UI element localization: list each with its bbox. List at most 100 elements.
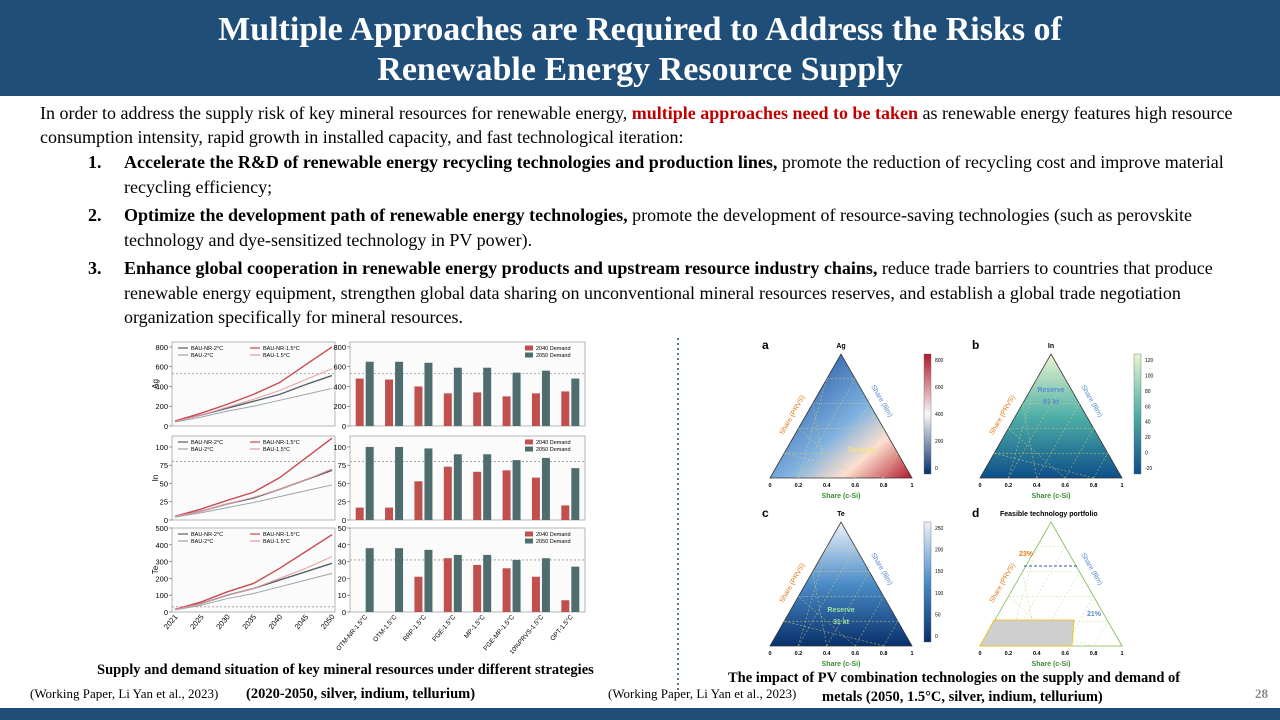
bar [424,549,433,612]
axis-tick-label: 0.2 [795,483,803,489]
panel-frame [171,435,336,521]
axis-label: Te [151,565,160,574]
y-tick-label: 25 [338,498,346,507]
bar [502,470,511,520]
item-text: promote the reduction of recycling cost … [124,152,1224,197]
y-tick-label: 600 [333,363,346,372]
axis-tick-label: 0.6 [1061,651,1069,657]
ternary-grid [812,571,828,647]
line-series [174,387,333,423]
panel-letter: b [972,338,979,352]
bar [512,460,521,520]
citation: (Working Paper, Li Yan et al., 2023) [608,686,797,701]
colorbar-tick-label: 200 [935,548,944,554]
axis-tick-label: 1 [1120,483,1123,489]
panel-title: Ag [836,343,845,350]
bar [414,576,423,612]
bar [561,391,570,426]
ternary-grid [854,428,884,479]
y-tick-label: 800 [155,343,168,352]
y-tick-label: 400 [155,541,168,550]
x-tick-label: 2030 [214,613,232,632]
legend-label: BAU-1.5°C [263,353,290,359]
bar [571,566,580,612]
bar [561,505,570,520]
y-tick-label: 800 [333,343,346,352]
bar [453,454,462,520]
axis-tick-label: 0.4 [1033,483,1042,489]
title: Renewable Energy Resource Supply [377,51,903,88]
axis-tick-label: 0.2 [795,651,803,657]
axis-tick-label: 0.4 [823,651,832,657]
axis-label: Share (c-Si) [822,493,861,500]
axis-tick-label: 0.2 [1005,483,1013,489]
colorbar-tick-label: 0 [935,466,938,472]
bar [365,446,374,520]
x-tick-label: 2040 [267,613,285,632]
axis-tick-label: 0.8 [1090,483,1098,489]
y-tick-label: 10 [338,591,346,600]
bar [473,564,482,612]
colorbar-tick-label: 40 [1145,420,1151,426]
colorbar-tick-label: 100 [935,591,944,597]
y-tick-label: 600 [155,363,168,372]
ternary-plot [769,521,913,647]
annotation: Reserve [848,447,875,454]
text: In order to address the supply risk of k… [40,103,632,123]
ternary-grid [784,620,884,647]
y-tick-label: 20 [338,574,346,583]
colorbar-tick-label: 200 [935,439,944,445]
ternary-grid [883,453,899,479]
axis-label: Share (c-Si) [1032,493,1071,500]
y-tick-label: 100 [155,443,168,452]
legend-label: BAU-1.5°C [263,539,290,545]
axis-tick-label: 0.8 [880,483,888,489]
bar [453,367,462,426]
bar [424,448,433,520]
y-tick-label: 50 [338,479,346,488]
bar [385,379,394,426]
item-number: 2. [88,205,102,225]
y-tick-label: 75 [338,461,346,470]
legend-label: BAU-2°C [191,353,213,359]
caption: The impact of PV combination technologie… [728,670,1181,686]
x-tick-label: OTM-1.5°C [371,613,398,644]
bar [355,378,364,426]
bar [395,446,404,520]
ternary-grid [798,428,856,479]
x-tick-label: OTM-NR-1.5°C [334,613,369,652]
list: 1. Accelerate the R&D of renewable energy… [88,150,1258,334]
ternary-grid [883,621,899,647]
legend-label: BAU-NR-1.5°C [263,346,300,352]
ternary-grid [1008,428,1066,479]
y-tick-label: 50 [338,524,346,533]
intro: In order to address the supply risk of k… [40,101,1255,149]
bar [541,370,550,426]
colorbar-tick-label: -20 [1145,466,1152,472]
caption: Supply and demand situation of key miner… [97,662,594,678]
y-tick-label: 0 [164,422,168,431]
axis-tick-label: 0.6 [851,483,859,489]
list-item: 1. Accelerate the R&D of renewable energy… [88,150,1258,199]
axis-tick-label: 0.4 [823,483,832,489]
bar [531,393,540,426]
ternary-grid [1064,428,1094,479]
y-tick-label: 300 [155,558,168,567]
axis-tick-label: 0.6 [851,651,859,657]
bar [424,362,433,426]
legend-label: BAU-2°C [191,539,213,545]
axis-label: Share (c-Si) [1032,661,1071,668]
page-number: 28 [1255,686,1268,701]
colorbar-tick-label: 150 [935,569,944,575]
axis-label: In [151,475,160,482]
bar [531,477,540,520]
x-tick-label: 2025 [188,613,206,632]
ternary-grid [812,403,828,479]
highlight: multiple approaches need to be taken [631,103,918,123]
bar [571,468,580,520]
legend-swatch [525,538,533,544]
annotation: 31 kt [833,619,850,626]
axis-tick-label: 0.8 [1090,651,1098,657]
x-tick-label: OPT-1.5°C [548,613,575,643]
text: as renewable energy features high resour… [40,103,1233,147]
